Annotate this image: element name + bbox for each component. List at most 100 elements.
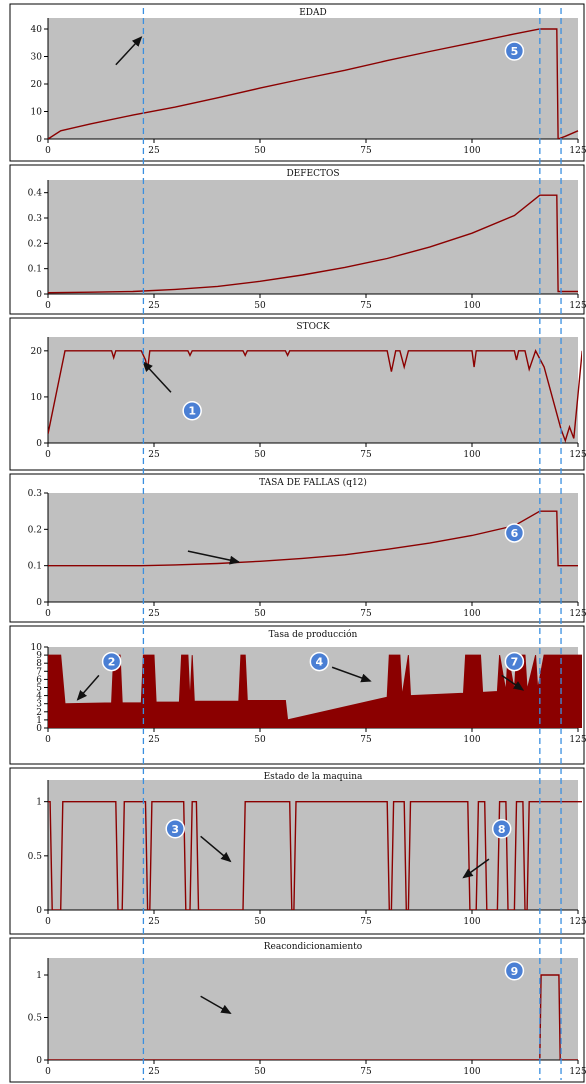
plot-layer (48, 974, 578, 1060)
x-tick-label: 100 (463, 146, 480, 156)
y-tick-label: 1 (36, 971, 42, 981)
chart-title: DEFECTOS (286, 169, 339, 179)
plot-layer (48, 28, 579, 139)
annotation-marker (491, 819, 512, 839)
annotation-marker (504, 41, 525, 61)
y-tick-label: 3 (36, 700, 42, 710)
x-tick-label: 125 (569, 735, 586, 745)
annotation-arrow (76, 674, 100, 701)
x-tick-label: 25 (148, 301, 160, 311)
x-tick-label: 75 (360, 917, 372, 927)
y-tick-label: 20 (31, 80, 43, 90)
chart-title: Tasa de producción (269, 629, 358, 640)
x-tick-label: 50 (254, 735, 266, 745)
plot-area (48, 18, 578, 139)
annotation-arrow (115, 36, 143, 66)
y-tick-label: 0 (36, 135, 42, 145)
y-tick-label: 0.5 (28, 1014, 43, 1024)
chart-panel: STOCK 0 10 20 0 25 50 75 100 125 1 (9, 317, 586, 471)
y-tick-label: 10 (31, 108, 43, 118)
y-tick-label: 0.1 (28, 562, 42, 572)
annotation-marker-label: 6 (511, 527, 519, 540)
y-tick-label: 0.1 (28, 265, 42, 275)
y-tick-label: 0.5 (28, 852, 43, 862)
annotation-arrow (501, 674, 525, 691)
x-tick-label: 75 (360, 735, 372, 745)
x-tick-label: 0 (45, 146, 51, 156)
series-line (48, 28, 579, 139)
series-line (48, 974, 578, 1060)
y-tick-label: 7 (36, 667, 42, 677)
x-tick-label: 75 (360, 301, 372, 311)
y-tick-label: 0 (36, 1056, 42, 1066)
x-tick-label: 75 (360, 1067, 372, 1077)
series-area (48, 654, 582, 728)
x-tick-label: 0 (45, 735, 51, 745)
x-tick-label: 75 (360, 146, 372, 156)
annotation-arrow (187, 550, 241, 565)
y-tick-label: 1 (36, 716, 42, 726)
x-tick-label: 25 (148, 450, 160, 460)
x-tick-label: 25 (148, 1067, 160, 1077)
annotation-arrow (200, 995, 232, 1014)
x-tick-label: 50 (254, 450, 266, 460)
x-tick-label: 0 (45, 450, 51, 460)
y-tick-label: 8 (36, 659, 42, 669)
y-tick-label: 30 (31, 53, 43, 63)
chart-title: Estado de la maquina (264, 772, 363, 782)
annotation-marker (504, 961, 525, 981)
x-tick-label: 100 (463, 735, 480, 745)
y-tick-label: 0 (36, 598, 42, 608)
chart-panel: Estado de la maquina 0 0.5 1 0 25 50 75 100 125 3 8 (9, 767, 586, 935)
x-tick-label: 100 (463, 1067, 480, 1077)
y-tick-label: 40 (31, 25, 43, 35)
series-line (48, 194, 578, 294)
annotation-arrow (331, 666, 372, 683)
annotation-marker-label: 2 (108, 656, 116, 669)
chart-panel: DEFECTOS 0 0.1 0.2 0.3 0.4 0 25 50 75 100 125 (9, 164, 586, 315)
plot-area (48, 493, 578, 602)
chart-title: Reacondicionamiento (264, 942, 362, 952)
plot-layer (48, 510, 578, 567)
annotation-marker (504, 523, 525, 543)
x-tick-label: 125 (569, 146, 586, 156)
x-tick-label: 125 (569, 301, 586, 311)
x-tick-label: 100 (463, 301, 480, 311)
annotation-marker (101, 651, 122, 672)
y-tick-label: 0 (36, 906, 42, 916)
x-tick-label: 50 (254, 917, 266, 927)
series-line (48, 510, 578, 567)
y-tick-label: 10 (31, 393, 43, 403)
y-tick-label: 1 (36, 798, 42, 808)
plot-area (48, 180, 578, 294)
y-tick-label: 0.2 (28, 239, 42, 249)
x-tick-label: 25 (148, 735, 160, 745)
x-tick-label: 25 (148, 146, 160, 156)
annotation-marker (309, 651, 330, 672)
chart-panel: EDAD 0 10 20 30 40 0 25 50 75 100 125 5 (9, 3, 586, 162)
annotation-marker-label: 8 (498, 823, 506, 836)
annotation-marker (504, 651, 525, 672)
x-tick-label: 0 (45, 1067, 51, 1077)
plot-layer (48, 801, 582, 910)
x-tick-label: 50 (254, 1067, 266, 1077)
y-tick-label: 0.3 (28, 489, 43, 499)
x-tick-label: 125 (569, 1067, 586, 1077)
x-tick-label: 75 (360, 609, 372, 619)
y-tick-label: 20 (31, 347, 43, 357)
y-tick-label: 2 (36, 708, 42, 718)
annotation-marker-label: 4 (316, 656, 324, 669)
x-tick-label: 125 (569, 917, 586, 927)
annotation-marker-label: 5 (511, 45, 519, 58)
series-line (48, 801, 582, 910)
y-tick-label: 6 (36, 675, 42, 685)
y-tick-label: 0.3 (28, 214, 43, 224)
annotation-marker-label: 1 (188, 405, 196, 418)
annotation-arrow (142, 361, 172, 393)
chart-panel: TASA DE FALLAS (q12) 0 0.1 0.2 0.3 0 25 50 75 100… (9, 473, 586, 623)
y-tick-label: 9 (36, 651, 42, 661)
x-tick-label: 0 (45, 917, 51, 927)
y-tick-label: 0.4 (28, 189, 43, 199)
